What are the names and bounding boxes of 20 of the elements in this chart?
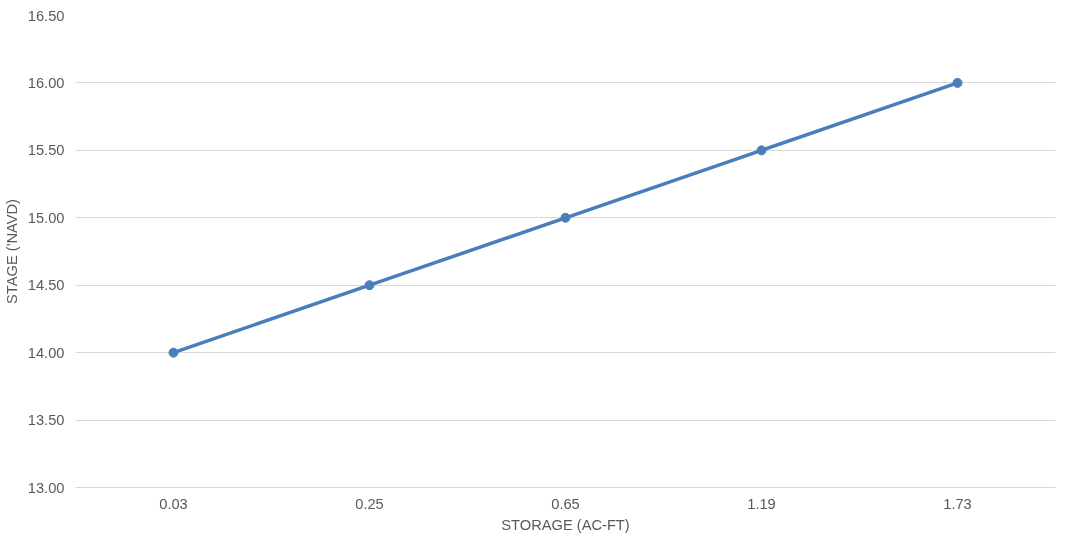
point: [952, 77, 963, 88]
x-tick-label: 0.65: [551, 495, 580, 512]
x-axis-title: STORAGE (AC-FT): [501, 516, 630, 533]
point: [560, 212, 571, 223]
y-tick-label: 13.00: [27, 479, 65, 496]
y-tick-label: 14.00: [27, 344, 65, 361]
x-tick-label: 0.03: [159, 495, 188, 512]
x-tick-label: 0.25: [355, 495, 384, 512]
y-tick-label: 16.50: [27, 7, 65, 24]
point: [756, 145, 767, 156]
y-axis-title: STAGE ('NAVD): [3, 199, 20, 304]
point: [364, 280, 375, 291]
y-tick-label: 15.00: [27, 209, 65, 226]
x-tick-label: 1.73: [943, 495, 972, 512]
point: [168, 347, 179, 358]
x-tick-label: 1.19: [747, 495, 776, 512]
y-tick-label: 16.00: [27, 74, 65, 91]
y-tick-label: 13.50: [27, 412, 65, 429]
y-tick-label: 14.50: [27, 277, 65, 294]
y-tick-label: 15.50: [27, 142, 65, 159]
